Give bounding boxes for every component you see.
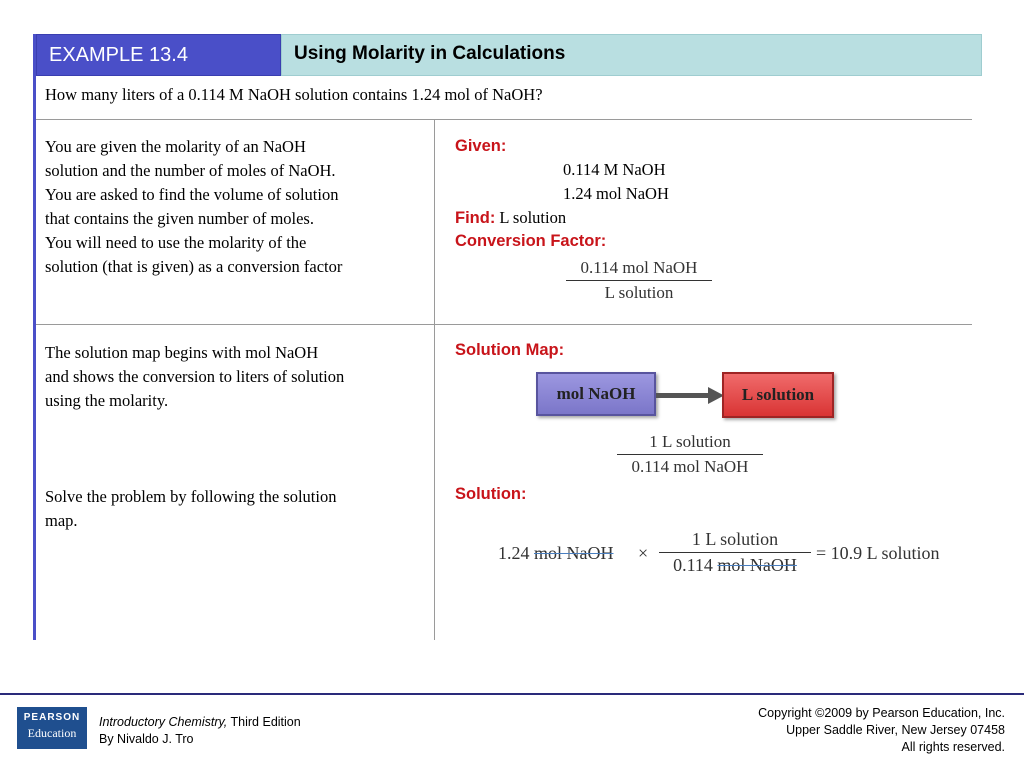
title-header: Using Molarity in Calculations: [281, 34, 982, 76]
left-accent-line: [33, 34, 36, 640]
arrow-right-icon: [656, 387, 724, 404]
text-line: solution and the number of moles of NaOH…: [45, 161, 336, 180]
fraction-denominator: L solution: [604, 283, 674, 302]
book-title: Introductory Chemistry,: [99, 715, 228, 729]
solution-map-label: Solution Map:: [455, 341, 565, 359]
text-line: Solve the problem by following the solut…: [45, 487, 337, 506]
column-divider: [434, 120, 435, 640]
logo-bottom-text: Education: [27, 726, 77, 740]
slide-title: Using Molarity in Calculations: [294, 43, 566, 64]
find-label: Find:: [455, 209, 496, 227]
given-molarity: 0.114 M NaOH: [563, 160, 666, 179]
copyright-line: Upper Saddle River, New Jersey 07458: [786, 723, 1005, 737]
find-value: L solution: [499, 208, 567, 227]
pearson-logo: PEARSON Education: [17, 707, 87, 749]
times-sign: ×: [638, 543, 649, 563]
find-row: Find: L solution: [455, 208, 566, 228]
text-line: You are given the molarity of an NaOH: [45, 137, 306, 156]
fraction-bar: [659, 552, 811, 553]
conversion-factor-fraction: 0.114 mol NaOH L solution: [566, 258, 712, 303]
fraction-denominator: 0.114 mol NaOH: [631, 457, 749, 476]
copyright-line: Copyright ©2009 by Pearson Education, In…: [758, 706, 1005, 720]
text-line: map.: [45, 511, 78, 530]
equation-unit-cancelled: mol NaOH: [534, 543, 614, 563]
mol-naoh-box: mol NaOH: [536, 372, 656, 416]
book-edition: Third Edition: [227, 715, 301, 729]
book-author: By Nivaldo J. Tro: [99, 732, 194, 746]
equation-denominator-unit-cancelled: mol NaOH: [717, 555, 797, 575]
fraction-bar: [617, 454, 763, 455]
book-info: Introductory Chemistry, Third Edition By…: [99, 714, 301, 748]
equation-result: = 10.9 L solution: [816, 543, 940, 563]
text-line: You will need to use the molarity of the: [45, 233, 307, 252]
example-number: EXAMPLE 13.4: [49, 44, 188, 66]
section2-description: The solution map begins with mol NaOH an…: [45, 341, 425, 413]
text-line: and shows the conversion to liters of so…: [45, 367, 345, 386]
equation-fraction: 1 L solution 0.114 mol NaOH: [659, 529, 811, 576]
equation-given: 1.24 mol NaOH: [498, 543, 614, 564]
equation-coefficient: 1.24: [498, 543, 530, 563]
fraction-numerator: 1 L solution: [691, 529, 779, 549]
equation-denominator-coefficient: 0.114: [673, 555, 713, 575]
copyright-block: Copyright ©2009 by Pearson Education, In…: [758, 705, 1005, 756]
text-line: using the molarity.: [45, 391, 169, 410]
divider-top: [36, 119, 972, 120]
text-line: that contains the given number of moles.: [45, 209, 314, 228]
solution-map-fraction: 1 L solution 0.114 mol NaOH: [617, 432, 763, 477]
logo-top-text: PEARSON: [23, 712, 81, 723]
question-text: How many liters of a 0.114 M NaOH soluti…: [45, 85, 543, 104]
solution-label: Solution:: [455, 485, 527, 503]
text-line: You are asked to find the volume of solu…: [45, 185, 339, 204]
divider-middle: [36, 324, 972, 325]
fraction-numerator: 1 L solution: [649, 432, 731, 451]
fraction-numerator: 0.114 mol NaOH: [580, 258, 698, 277]
book-title-line: Introductory Chemistry, Third Edition: [99, 714, 301, 731]
example-header: EXAMPLE 13.4: [36, 34, 281, 76]
text-line: The solution map begins with mol NaOH: [45, 343, 319, 362]
section3-description: Solve the problem by following the solut…: [45, 485, 425, 533]
fraction-bar: [566, 280, 712, 281]
fraction-denominator: 0.114 mol NaOH: [659, 553, 811, 576]
conversion-factor-label: Conversion Factor:: [455, 232, 607, 250]
l-solution-box: L solution: [722, 372, 834, 418]
given-label: Given:: [455, 137, 507, 155]
copyright-line: All rights reserved.: [901, 740, 1005, 754]
footer-divider: [0, 693, 1024, 695]
given-moles: 1.24 mol NaOH: [563, 184, 669, 203]
text-line: solution (that is given) as a conversion…: [45, 257, 343, 276]
section1-description: You are given the molarity of an NaOH so…: [45, 135, 425, 279]
